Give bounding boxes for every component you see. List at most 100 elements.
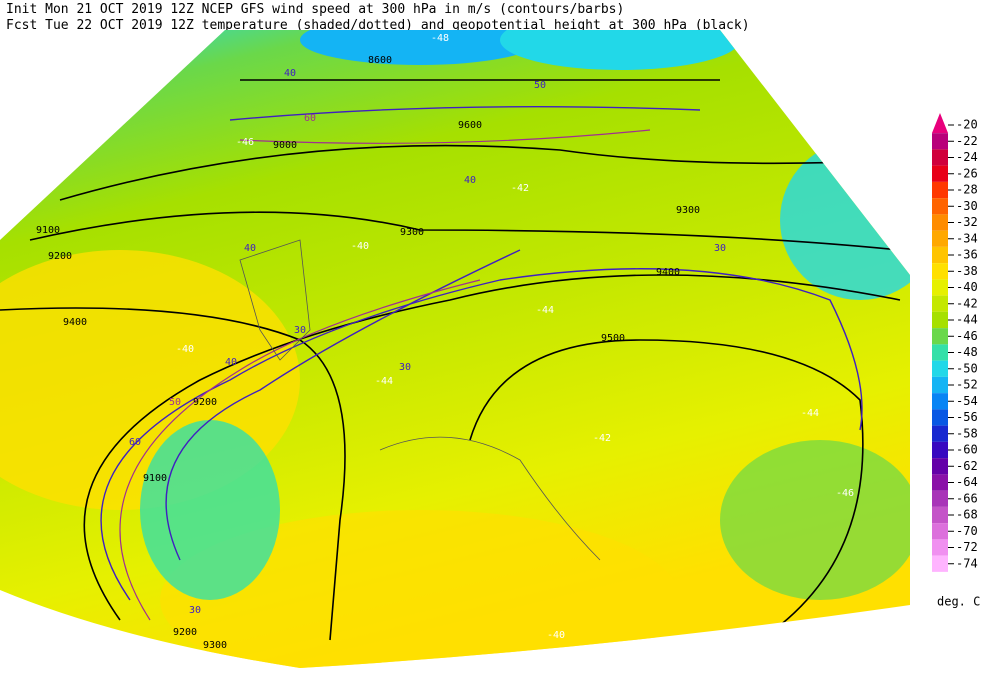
map-label: 40 — [464, 175, 476, 186]
colorbar-label: -54 — [956, 394, 978, 408]
colorbar-swatch — [932, 230, 948, 247]
map-domain — [0, 30, 910, 668]
colorbar-label: -70 — [956, 524, 978, 538]
colorbar-swatch — [932, 295, 948, 312]
colorbar: -20 -22 -24 -26 -28 -30 -32 -34 -36 -38 -40 -42 -44 -… — [932, 113, 978, 572]
map-label: 30 — [189, 605, 201, 616]
colorbar-swatch — [932, 311, 948, 329]
colorbar-label: -24 — [956, 150, 978, 164]
colorbar-label: -40 — [956, 280, 978, 294]
colorbar-swatch — [932, 344, 948, 361]
map-label: -46 — [836, 488, 854, 499]
colorbar-label: -58 — [956, 426, 978, 440]
colorbar-swatch — [932, 165, 948, 182]
colorbar-unit: deg. C — [937, 595, 980, 609]
colorbar-label: -28 — [956, 183, 978, 197]
map-label: -44 — [801, 408, 819, 419]
map-label: 9000 — [273, 140, 297, 151]
map-label: 30 — [294, 325, 306, 336]
colorbar-label: -44 — [956, 313, 978, 327]
map-label: -40 — [351, 241, 369, 252]
map-label: -48 — [431, 33, 449, 44]
map-label: -44 — [536, 305, 554, 316]
map-label: -42 — [593, 433, 611, 444]
map-label: -42 — [511, 183, 529, 194]
header-line: Init Mon 21 OCT 2019 12Z NCEP GFS wind s… — [6, 2, 624, 17]
colorbar-swatch — [932, 214, 948, 231]
colorbar-label: -34 — [956, 231, 978, 245]
map-label: 9400 — [656, 267, 680, 278]
colorbar-swatch — [932, 474, 948, 491]
colorbar-swatch — [932, 523, 948, 540]
colorbar-label: -26 — [956, 166, 978, 180]
colorbar-label: -64 — [956, 475, 978, 489]
colorbar-swatch — [932, 441, 948, 459]
colorbar-arrow — [932, 113, 948, 133]
map-labels: 8600 9000 9100 9200 9200 9300 9300 9400 9400 9500… — [36, 33, 854, 651]
map-label: 60 — [129, 437, 141, 448]
map-label: 8600 — [368, 55, 392, 66]
colorbar-label: -46 — [956, 329, 978, 343]
colorbar-swatch — [932, 555, 948, 572]
map-label: 9200 — [193, 397, 217, 408]
colorbar-swatch — [932, 539, 948, 556]
map-label: 40 — [225, 357, 237, 368]
map-label: 9200 — [48, 251, 72, 262]
colorbar-label: -30 — [956, 199, 978, 213]
colorbar-swatch — [932, 181, 948, 199]
colorbar-swatch — [932, 376, 948, 394]
colorbar-label: -42 — [956, 296, 978, 310]
colorbar-label: -50 — [956, 361, 978, 375]
colorbar-label: -68 — [956, 508, 978, 522]
colorbar-swatch — [932, 263, 948, 280]
colorbar-swatch — [932, 360, 948, 377]
colorbar-label: -74 — [956, 556, 978, 570]
map-label: 50 — [534, 80, 546, 91]
colorbar-swatch — [932, 149, 948, 166]
map-label: 9600 — [458, 120, 482, 131]
colorbar-swatch — [932, 490, 948, 507]
map-label: 50 — [169, 397, 181, 408]
map-label: 9300 — [676, 205, 700, 216]
colorbar-label: -48 — [956, 345, 978, 359]
colorbar-swatch — [932, 506, 948, 524]
map-label: 9200 — [173, 627, 197, 638]
colorbar-swatch — [932, 328, 948, 345]
colorbar-label: -60 — [956, 443, 978, 457]
colorbar-label: -32 — [956, 215, 978, 229]
map-label: 9100 — [143, 473, 167, 484]
colorbar-label: -38 — [956, 264, 978, 278]
colorbar-label: -56 — [956, 410, 978, 424]
map-label: 9100 — [36, 225, 60, 236]
map-label: 9300 — [400, 227, 424, 238]
colorbar-swatch — [932, 133, 948, 150]
colorbar-swatch — [932, 409, 948, 426]
colorbar-label: -22 — [956, 134, 978, 148]
map-label: 60 — [304, 113, 316, 124]
colorbar-swatch — [932, 279, 948, 296]
header-line: Fcst Tue 22 OCT 2019 12Z temperature (sh… — [6, 18, 750, 33]
colorbar-swatch — [932, 393, 948, 410]
map-label: 9400 — [63, 317, 87, 328]
colorbar-swatch — [932, 458, 948, 475]
map-label: 30 — [714, 243, 726, 254]
colorbar-label: -66 — [956, 491, 978, 505]
map-label: -46 — [236, 137, 254, 148]
map-label: 40 — [244, 243, 256, 254]
colorbar-label: -20 — [956, 118, 978, 132]
map-label: 40 — [284, 68, 296, 79]
map-label: 9500 — [601, 333, 625, 344]
colorbar-label: -62 — [956, 459, 978, 473]
colorbar-swatch — [932, 246, 948, 264]
map-label: 30 — [399, 362, 411, 373]
map-label: -44 — [375, 376, 393, 387]
colorbar-label: -52 — [956, 378, 978, 392]
colorbar-swatch — [932, 425, 948, 442]
colorbar-swatch — [932, 198, 948, 215]
map-label: 9300 — [203, 640, 227, 651]
map-label: -40 — [176, 344, 194, 355]
map-label: -40 — [547, 630, 565, 641]
colorbar-label: -36 — [956, 248, 978, 262]
